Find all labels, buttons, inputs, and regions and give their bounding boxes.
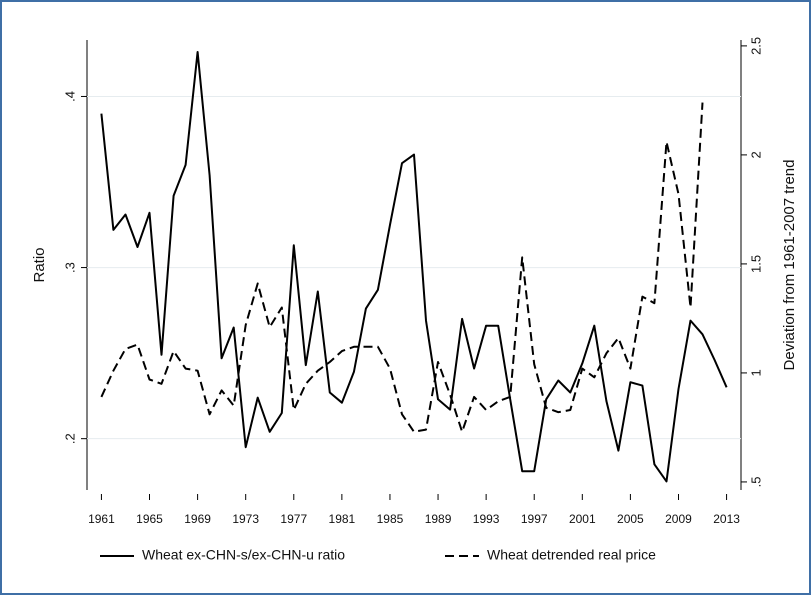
x-tick-label: 1977 bbox=[280, 512, 307, 526]
y2-axis-title: Deviation from 1961-2007 trend bbox=[781, 160, 798, 371]
y-axis-title: Ratio bbox=[31, 247, 48, 282]
legend-label: Wheat detrended real price bbox=[487, 547, 656, 563]
x-tick-label: 1997 bbox=[521, 512, 548, 526]
x-tick-label: 2005 bbox=[617, 512, 644, 526]
data-line bbox=[100, 102, 704, 433]
x-tick-label: 1969 bbox=[184, 512, 211, 526]
y-tick-label: .2 bbox=[62, 433, 77, 444]
y2-tick-label: 2.5 bbox=[748, 37, 763, 55]
x-tick-label: 1993 bbox=[473, 512, 500, 526]
x-tick-label: 1961 bbox=[88, 512, 115, 526]
legend-label: Wheat ex-CHN-s/ex-CHN-u ratio bbox=[142, 547, 345, 563]
data-line bbox=[100, 51, 728, 483]
y2-tick-label: .5 bbox=[748, 477, 763, 488]
x-tick-label: 2001 bbox=[569, 512, 596, 526]
x-tick-label: 1965 bbox=[136, 512, 163, 526]
y-tick-label: .3 bbox=[62, 262, 77, 273]
x-tick-label: 2013 bbox=[713, 512, 740, 526]
x-tick-label: 2009 bbox=[665, 512, 692, 526]
y2-tick-label: 2 bbox=[748, 151, 763, 158]
x-tick-label: 1989 bbox=[425, 512, 452, 526]
x-tick-label: 1981 bbox=[329, 512, 356, 526]
y2-tick-label: 1.5 bbox=[748, 255, 763, 273]
x-tick-label: 1973 bbox=[232, 512, 259, 526]
x-tick-label: 1985 bbox=[377, 512, 404, 526]
y-tick-label: .4 bbox=[62, 91, 77, 102]
y2-tick-label: 1 bbox=[748, 369, 763, 376]
